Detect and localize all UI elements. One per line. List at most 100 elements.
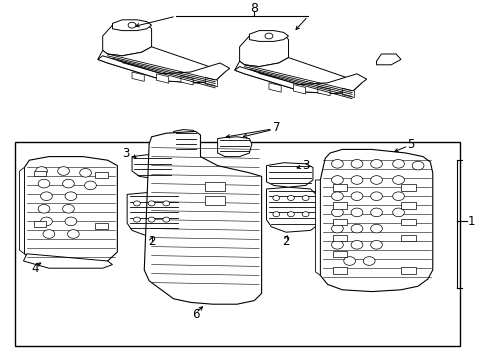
- Polygon shape: [20, 167, 24, 254]
- Circle shape: [163, 201, 169, 206]
- Polygon shape: [266, 187, 317, 232]
- Text: 1: 1: [467, 215, 475, 228]
- Bar: [332, 202, 346, 209]
- Text: 6: 6: [191, 309, 199, 321]
- Circle shape: [38, 179, 50, 188]
- Polygon shape: [234, 67, 366, 94]
- Polygon shape: [317, 86, 329, 96]
- Circle shape: [302, 195, 308, 201]
- Polygon shape: [217, 137, 251, 157]
- Circle shape: [350, 240, 362, 249]
- Circle shape: [272, 195, 279, 201]
- Polygon shape: [181, 76, 193, 85]
- Circle shape: [133, 201, 140, 206]
- Circle shape: [350, 159, 362, 168]
- Text: 3: 3: [122, 147, 129, 159]
- Circle shape: [272, 212, 279, 217]
- Circle shape: [350, 192, 362, 201]
- Text: 2: 2: [147, 235, 155, 248]
- Bar: [34, 221, 46, 227]
- Polygon shape: [98, 47, 224, 83]
- Circle shape: [343, 257, 355, 265]
- Circle shape: [350, 224, 362, 233]
- Bar: [332, 219, 346, 225]
- Text: 7: 7: [272, 121, 280, 134]
- Bar: [400, 184, 415, 191]
- Polygon shape: [132, 155, 173, 178]
- Circle shape: [302, 212, 308, 217]
- Circle shape: [62, 204, 74, 213]
- Circle shape: [287, 195, 294, 201]
- Bar: [332, 267, 346, 274]
- Bar: [400, 267, 415, 274]
- Circle shape: [331, 240, 343, 249]
- Circle shape: [370, 240, 382, 249]
- Circle shape: [128, 22, 136, 28]
- Circle shape: [58, 167, 69, 175]
- Circle shape: [36, 167, 47, 175]
- Bar: [205, 182, 224, 191]
- Bar: [95, 172, 107, 178]
- Circle shape: [163, 217, 169, 222]
- Circle shape: [411, 161, 423, 170]
- Polygon shape: [266, 163, 312, 187]
- Circle shape: [65, 217, 77, 226]
- Polygon shape: [132, 72, 144, 81]
- Polygon shape: [112, 20, 151, 31]
- Bar: [400, 202, 415, 209]
- Text: 3: 3: [301, 159, 309, 172]
- Polygon shape: [127, 193, 181, 236]
- Polygon shape: [102, 22, 151, 56]
- Bar: [205, 196, 224, 205]
- Circle shape: [331, 224, 343, 233]
- Polygon shape: [239, 32, 288, 67]
- Circle shape: [67, 230, 79, 238]
- Polygon shape: [268, 83, 281, 92]
- Circle shape: [370, 192, 382, 201]
- Circle shape: [287, 212, 294, 217]
- Text: 2: 2: [282, 235, 289, 248]
- Bar: [400, 219, 415, 225]
- Polygon shape: [320, 149, 432, 292]
- Polygon shape: [342, 88, 354, 98]
- Polygon shape: [234, 58, 361, 94]
- Polygon shape: [144, 131, 261, 304]
- Polygon shape: [249, 31, 288, 41]
- Bar: [332, 251, 346, 257]
- Circle shape: [331, 176, 343, 184]
- Circle shape: [84, 181, 96, 190]
- Polygon shape: [205, 77, 217, 87]
- Circle shape: [370, 176, 382, 184]
- Bar: [332, 184, 346, 191]
- Bar: [34, 171, 46, 176]
- Circle shape: [148, 217, 155, 222]
- Circle shape: [43, 230, 55, 238]
- Circle shape: [41, 192, 52, 201]
- Circle shape: [370, 224, 382, 233]
- Text: 4: 4: [31, 262, 39, 275]
- Text: 5: 5: [406, 138, 414, 150]
- Polygon shape: [23, 254, 112, 268]
- Circle shape: [133, 217, 140, 222]
- Circle shape: [331, 208, 343, 217]
- Circle shape: [370, 208, 382, 217]
- Circle shape: [62, 179, 74, 188]
- Polygon shape: [376, 54, 400, 65]
- Circle shape: [363, 257, 374, 265]
- Circle shape: [41, 217, 52, 226]
- Circle shape: [392, 176, 404, 184]
- Circle shape: [370, 159, 382, 168]
- Text: 8: 8: [250, 3, 258, 15]
- Polygon shape: [98, 56, 229, 83]
- Polygon shape: [173, 130, 198, 153]
- Polygon shape: [156, 74, 168, 83]
- Bar: [15, 142, 459, 346]
- Circle shape: [65, 192, 77, 201]
- Circle shape: [264, 33, 272, 39]
- Bar: [400, 235, 415, 241]
- Circle shape: [392, 192, 404, 201]
- Bar: [95, 223, 107, 229]
- Polygon shape: [24, 157, 117, 266]
- Circle shape: [148, 201, 155, 206]
- Circle shape: [80, 168, 91, 177]
